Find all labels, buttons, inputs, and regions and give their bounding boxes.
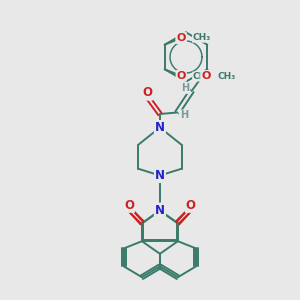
Text: O: O	[142, 86, 152, 100]
Text: CH₃: CH₃	[217, 72, 236, 81]
Text: N: N	[155, 169, 165, 182]
Text: H: H	[181, 83, 189, 93]
Text: O: O	[176, 71, 186, 81]
Text: N: N	[155, 204, 165, 217]
Text: N: N	[155, 169, 165, 182]
Text: O: O	[176, 33, 186, 43]
Text: O: O	[186, 199, 196, 212]
Text: CH₃: CH₃	[193, 33, 211, 42]
Text: N: N	[155, 121, 165, 134]
Text: O: O	[186, 199, 196, 212]
Text: H: H	[180, 110, 188, 121]
Text: O: O	[142, 86, 152, 100]
Text: H: H	[181, 83, 189, 93]
Text: N: N	[155, 203, 165, 217]
Text: H: H	[180, 110, 188, 121]
Text: N: N	[155, 121, 165, 134]
Text: O: O	[124, 199, 134, 212]
Text: N: N	[155, 204, 165, 217]
Text: O: O	[201, 71, 210, 81]
Text: O: O	[124, 199, 134, 212]
Text: N: N	[155, 121, 165, 134]
Text: CH₃: CH₃	[193, 33, 211, 42]
Text: CH₃: CH₃	[193, 72, 211, 81]
Text: O: O	[176, 33, 186, 43]
